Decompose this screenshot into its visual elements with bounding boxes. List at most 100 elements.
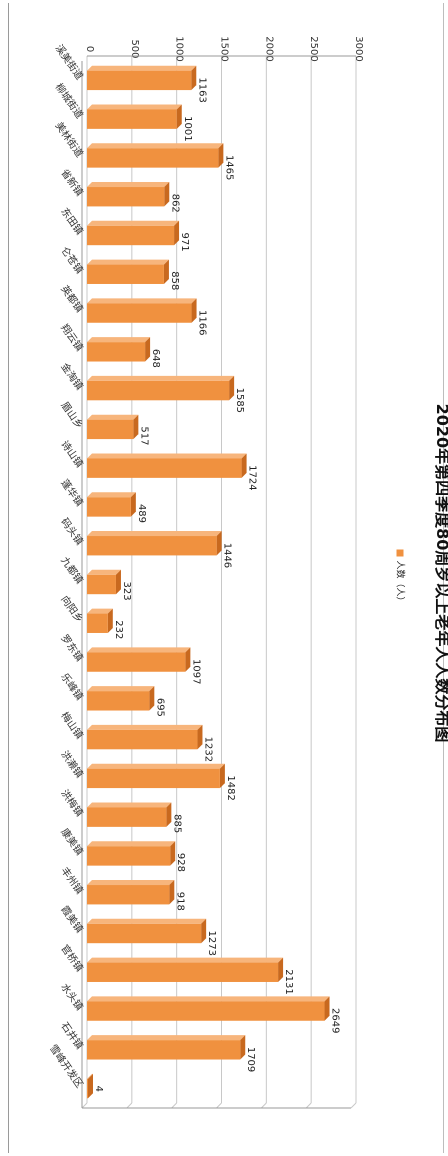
bar [87,375,235,401]
bar-end-face [174,220,180,246]
data-label: 323 [121,582,132,601]
bar-front-face [87,1040,241,1060]
bar-end-face [324,996,330,1021]
data-label: 862 [169,194,180,213]
bar [87,724,203,750]
bar [87,531,222,556]
bar [87,608,113,633]
bar-end-face [166,802,172,827]
bar-end-face [133,414,139,440]
bar-top-face [87,996,330,1002]
data-label: 517 [138,426,149,445]
bar-end-face [229,375,235,401]
bar-front-face [87,419,134,440]
bar-front-face [87,1078,88,1099]
bar-top-face [87,414,139,420]
bar-top-face [87,686,155,692]
bar-front-face [87,846,171,866]
data-label: 1482 [225,775,236,800]
bar-top-face [87,608,113,614]
data-label: 1166 [197,310,208,335]
bar-top-face [87,337,151,343]
bar [87,453,247,478]
tick-label: 3000 [353,36,364,61]
category-label: 雪峰开发区 [47,1042,86,1090]
bar-top-face [87,375,235,381]
chart-title: 2020年第四季度80周岁以上老年人人数分布图 [433,403,448,743]
category-label: 溪美街道 [53,42,87,82]
bar-front-face [87,962,279,982]
data-label: 2131 [283,969,294,994]
bar-front-face [87,264,164,284]
bar-top-face [87,298,197,304]
tick-label: 1500 [219,36,230,61]
bar-top-face [87,220,180,226]
data-label: 971 [179,233,190,252]
legend-label: 人数（人） [394,560,405,606]
category-label: 眉山乡 [58,400,85,431]
gridline-floor [305,1102,312,1109]
bar-end-face [241,453,247,478]
data-label: 858 [169,271,180,290]
bar-front-face [87,691,150,711]
bar [87,880,175,905]
gridline-floor [126,1102,133,1109]
bar-top-face [87,880,175,886]
bar-end-face [197,724,203,750]
bar [87,996,330,1021]
bar-top-face [87,182,170,188]
gridline-floor [81,1102,88,1109]
data-label: 1273 [206,931,217,956]
bar [87,957,284,982]
legend: 人数（人） [395,533,408,623]
bar [87,569,121,595]
data-label: 1097 [190,659,201,684]
bar [87,182,170,207]
bar-end-face [169,880,175,905]
bar [87,492,136,517]
bar-front-face [87,729,198,750]
data-labels: 1163 1001 1465 862 971 858 1166 648 1585 517 1724 4… [93,77,341,1092]
bar [87,259,169,284]
bar-end-face [219,763,225,789]
chart-frame: 0 500 1000 1500 2000 2500 3000 1163 1001 1465 862… [8,3,448,1153]
gridline-floor [216,1102,222,1109]
gridline-floor [260,1102,267,1109]
bar-top-face [87,492,136,498]
bar-front-face [87,1001,325,1021]
bar [87,763,225,789]
bar-end-face [130,492,136,517]
bar-front-face [87,885,170,905]
data-label: 1465 [223,155,234,180]
data-label: 928 [175,853,186,872]
bar-front-face [87,303,192,323]
bar-end-face [191,298,197,323]
bar-front-face [87,187,165,207]
gridline-floor [350,1102,357,1109]
bar-end-face [145,337,151,362]
bar-front-face [87,574,116,595]
bar-end-face [191,65,197,91]
bar [87,802,172,827]
bar-top-face [87,65,197,71]
bar [87,143,224,168]
value-axis: 0 500 1000 1500 2000 2500 3000 [81,36,364,1109]
data-label: 1163 [196,77,207,102]
bar-chart: 0 500 1000 1500 2000 2500 3000 1163 1001 1465 862… [47,36,364,1109]
bar [87,337,151,362]
bar-front-face [87,148,219,168]
bar [87,298,197,323]
bar-end-face [107,608,113,633]
category-axis: 溪美街道柳城街道美林街道省新镇东田镇仑苍镇英都镇翔云镇金淘镇眉山乡诗山镇蓬华镇码… [47,42,86,1090]
bar-top-face [87,453,247,459]
bar-front-face [87,807,167,827]
legend-swatch [396,549,404,557]
bar-top-face [87,763,225,769]
bar-top-face [87,259,169,265]
bar-end-face [216,531,222,556]
tick-label: 2500 [308,36,319,61]
bar-top-face [87,531,222,537]
bar-top-face [87,918,207,924]
data-label: 918 [174,892,185,911]
bar-front-face [87,70,192,91]
